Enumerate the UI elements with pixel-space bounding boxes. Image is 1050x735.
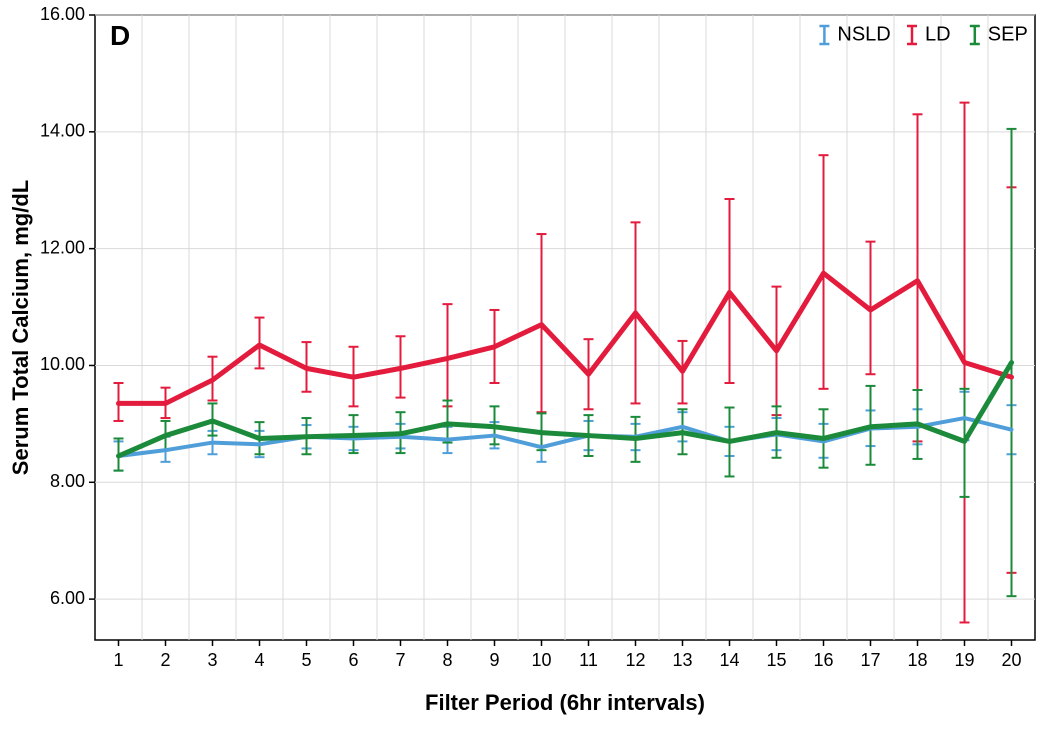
legend-label-LD: LD: [925, 23, 951, 45]
gridlines: [95, 15, 1035, 640]
x-tick-label: 12: [625, 650, 645, 670]
x-tick-label: 8: [442, 650, 452, 670]
y-tick-label: 6.00: [50, 588, 85, 608]
legend-label-SEP: SEP: [988, 23, 1028, 45]
x-tick-label: 18: [907, 650, 927, 670]
x-tick-label: 2: [160, 650, 170, 670]
panel-letter: D: [110, 20, 130, 51]
x-tick-label: 17: [860, 650, 880, 670]
x-tick-label: 5: [301, 650, 311, 670]
x-tick-label: 7: [395, 650, 405, 670]
x-tick-label: 11: [579, 650, 598, 670]
x-tick-label: 4: [254, 650, 264, 670]
x-tick-label: 16: [813, 650, 833, 670]
y-tick-label: 10.00: [40, 354, 85, 374]
chart-background: [0, 0, 1050, 735]
x-tick-label: 1: [113, 650, 123, 670]
y-tick-label: 14.00: [40, 121, 85, 141]
y-tick-label: 16.00: [40, 4, 85, 24]
x-tick-label: 9: [489, 650, 499, 670]
x-tick-label: 10: [531, 650, 551, 670]
x-tick-label: 13: [672, 650, 692, 670]
y-tick-label: 12.00: [40, 237, 85, 257]
legend-label-NSLD: NSLD: [837, 23, 890, 45]
chart-container: 6.008.0010.0012.0014.0016.00123456789101…: [0, 0, 1050, 735]
x-tick-label: 19: [954, 650, 974, 670]
x-tick-label: 15: [766, 650, 786, 670]
y-tick-label: 8.00: [50, 471, 85, 491]
calcium-chart: 6.008.0010.0012.0014.0016.00123456789101…: [0, 0, 1050, 735]
x-tick-label: 14: [719, 650, 739, 670]
x-tick-label: 20: [1001, 650, 1021, 670]
x-tick-label: 6: [348, 650, 358, 670]
y-axis-label: Serum Total Calcium, mg/dL: [8, 180, 33, 475]
x-axis-label: Filter Period (6hr intervals): [425, 690, 705, 715]
x-tick-label: 3: [207, 650, 217, 670]
